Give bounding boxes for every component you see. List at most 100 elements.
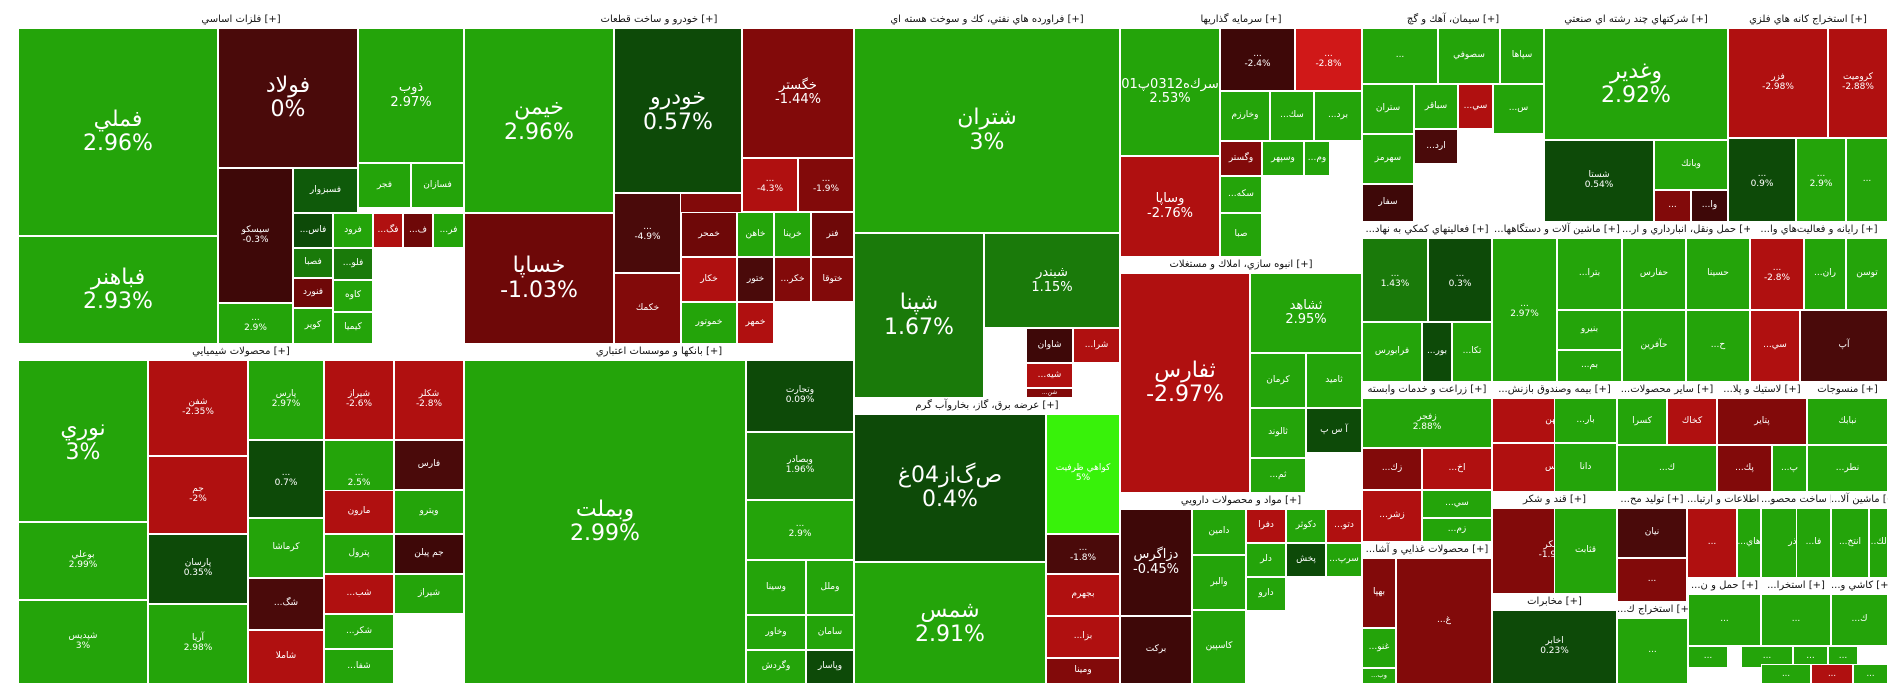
- treemap-tile[interactable]: خكمك: [614, 273, 681, 344]
- treemap-tile[interactable]: ... -2.8%: [1750, 238, 1804, 310]
- treemap-tile[interactable]: ...: [1688, 646, 1728, 668]
- treemap-tile[interactable]: سهرمز: [1362, 134, 1414, 184]
- treemap-tile[interactable]: دفرا: [1246, 509, 1286, 543]
- treemap-tile[interactable]: پارس 2.97%: [248, 360, 324, 440]
- treemap-tile[interactable]: سپاها: [1500, 28, 1544, 84]
- treemap-tile[interactable]: ...بم: [1557, 350, 1622, 382]
- treemap-tile[interactable]: ...بار: [1554, 398, 1617, 443]
- treemap-tile[interactable]: نبابك: [1807, 398, 1888, 445]
- treemap-tile[interactable]: كخاك: [1667, 398, 1717, 445]
- treemap-tile[interactable]: دكوثر: [1286, 509, 1326, 543]
- treemap-tile[interactable]: ثالوند: [1250, 408, 1306, 458]
- treemap-tile[interactable]: ...ارد: [1414, 129, 1458, 164]
- treemap-tile[interactable]: آپ: [1800, 310, 1888, 382]
- treemap-tile[interactable]: صبا: [1220, 213, 1262, 257]
- treemap-tile[interactable]: ...غنو: [1362, 628, 1396, 668]
- treemap-tile[interactable]: ...سكه: [1220, 176, 1262, 213]
- treemap-tile[interactable]: سصوفي: [1438, 28, 1500, 84]
- treemap-tile[interactable]: ...فلو: [333, 248, 373, 280]
- treemap-tile[interactable]: ...پك: [1717, 445, 1772, 492]
- sector-title[interactable]: ...فعاليتهاي كمكي به نهاد [+]: [1365, 224, 1489, 235]
- treemap-tile[interactable]: شستا 0.54%: [1544, 140, 1654, 222]
- treemap-tile[interactable]: ثشاهد 2.95%: [1250, 273, 1362, 353]
- treemap-tile[interactable]: ...ثم: [1250, 458, 1306, 493]
- treemap-tile[interactable]: ...ف: [403, 213, 433, 248]
- sector-title[interactable]: فراورده هاي نفتي، كك و سوخت هسته اي [+]: [890, 14, 1084, 25]
- sector-title[interactable]: ...كاشي و [+]: [1831, 580, 1888, 591]
- treemap-tile[interactable]: ...الك: [1869, 508, 1888, 578]
- treemap-tile[interactable]: فنر: [811, 212, 854, 257]
- treemap-tile[interactable]: خساپا -1.03%: [464, 213, 614, 344]
- treemap-tile[interactable]: ...تكا: [1452, 322, 1492, 382]
- treemap-tile[interactable]: ...خكر: [774, 257, 811, 302]
- treemap-tile[interactable]: ... -1.9%: [798, 158, 854, 212]
- treemap-tile[interactable]: خودرو 0.57%: [614, 28, 742, 193]
- sector-title[interactable]: ...اطلاعات و ارتبا [+]: [1687, 494, 1761, 505]
- treemap-tile[interactable]: ...شرا: [1073, 328, 1120, 363]
- sector-title[interactable]: ...ساخت محصو [+]: [1761, 494, 1831, 505]
- treemap-tile[interactable]: سامان: [806, 615, 854, 650]
- sector-title[interactable]: بانكها و موسسات اعتباري [+]: [595, 346, 723, 357]
- sector-title[interactable]: ...توليد مح [+]: [1620, 494, 1684, 505]
- treemap-tile[interactable]: بجهرم: [1046, 574, 1120, 616]
- treemap-tile[interactable]: ...وب: [1362, 668, 1396, 684]
- treemap-tile[interactable]: ... 2.97%: [1492, 238, 1557, 382]
- sector-title[interactable]: استخراج كانه هاي فلزي [+]: [1749, 14, 1867, 25]
- treemap-tile[interactable]: ...س: [1493, 84, 1544, 134]
- sector-title[interactable]: ...استخراج ك [+]: [1617, 604, 1688, 615]
- sector-title[interactable]: شركتهاي چند رشته اي صنعتي [+]: [1564, 14, 1708, 25]
- sector-title[interactable]: ...ماشين آلا [+]: [1831, 494, 1888, 505]
- treemap-tile[interactable]: ... 2.9%: [746, 500, 854, 560]
- treemap-tile[interactable]: نيان: [1617, 508, 1687, 558]
- treemap-tile[interactable]: اخابر 0.23%: [1492, 610, 1617, 684]
- treemap-tile[interactable]: حآفرين: [1622, 310, 1686, 382]
- treemap-tile[interactable]: شتران 3%: [854, 28, 1120, 233]
- treemap-tile[interactable]: كوير: [293, 308, 333, 344]
- treemap-tile[interactable]: ... -2.8%: [1295, 28, 1362, 91]
- sector-title[interactable]: سيمان، آهك و گچ [+]: [1406, 14, 1500, 25]
- treemap-tile[interactable]: ...زشر: [1362, 490, 1422, 542]
- treemap-tile[interactable]: جم -2%: [148, 456, 248, 534]
- treemap-tile[interactable]: ثفارس -2.97%: [1120, 273, 1250, 493]
- treemap-tile[interactable]: شفن -2.35%: [148, 360, 248, 456]
- treemap-tile[interactable]: ... 2.9%: [1796, 138, 1846, 222]
- treemap-tile[interactable]: خاهن: [737, 212, 774, 257]
- treemap-tile[interactable]: ...سك: [1270, 91, 1314, 141]
- treemap-tile[interactable]: وسينا: [746, 560, 806, 615]
- treemap-tile[interactable]: ...سرپ: [1326, 543, 1362, 577]
- treemap-tile[interactable]: ...ران: [1804, 238, 1846, 310]
- treemap-tile[interactable]: ستران: [1362, 84, 1414, 134]
- sector-title[interactable]: زراعت و خدمات وابسته [+]: [1367, 384, 1487, 395]
- sector-title[interactable]: ...استخرا [+]: [1767, 580, 1825, 591]
- treemap-tile[interactable]: پترول: [324, 534, 394, 574]
- treemap-tile[interactable]: ...زم: [1422, 518, 1492, 542]
- treemap-tile[interactable]: ...هاي: [1737, 508, 1761, 578]
- treemap-tile[interactable]: ...: [1853, 664, 1888, 684]
- treemap-tile[interactable]: كرماشا: [248, 518, 324, 578]
- treemap-tile[interactable]: وسپهر: [1262, 141, 1304, 176]
- treemap-tile[interactable]: ...وا: [1691, 190, 1728, 222]
- treemap-tile[interactable]: ...سي: [1422, 490, 1492, 518]
- treemap-tile[interactable]: ...فا: [1796, 508, 1831, 578]
- treemap-tile[interactable]: ... 0.9%: [1728, 138, 1796, 222]
- treemap-tile[interactable]: ... 1.43%: [1362, 238, 1428, 322]
- treemap-tile[interactable]: شبندر 1.15%: [984, 233, 1120, 328]
- treemap-tile[interactable]: شيراز -2.6%: [324, 360, 394, 440]
- treemap-tile[interactable]: فزر -2.98%: [1728, 28, 1828, 138]
- treemap-tile[interactable]: پخش: [1286, 543, 1326, 577]
- treemap-tile[interactable]: كاوه: [333, 280, 373, 312]
- treemap-tile[interactable]: ...سي: [1458, 84, 1493, 129]
- treemap-tile[interactable]: ثاميد: [1306, 353, 1362, 408]
- treemap-tile[interactable]: ... -1.8%: [1046, 534, 1120, 574]
- treemap-tile[interactable]: سفار: [1362, 184, 1414, 222]
- treemap-tile[interactable]: ...شب: [324, 574, 394, 614]
- sector-title[interactable]: خودرو و ساخت قطعات [+]: [600, 14, 718, 25]
- treemap-tile[interactable]: نوري 3%: [18, 360, 148, 522]
- sector-title[interactable]: ...ساير محصولات [+]: [1620, 384, 1714, 395]
- treemap-tile[interactable]: وخاور: [746, 615, 806, 650]
- treemap-tile[interactable]: ...شيه: [1026, 363, 1073, 388]
- treemap-tile[interactable]: ... 0.3%: [1428, 238, 1492, 322]
- treemap-tile[interactable]: آ س پ: [1306, 408, 1362, 453]
- treemap-tile[interactable]: خمهر: [737, 302, 774, 344]
- treemap-tile[interactable]: پارسان 0.35%: [148, 534, 248, 604]
